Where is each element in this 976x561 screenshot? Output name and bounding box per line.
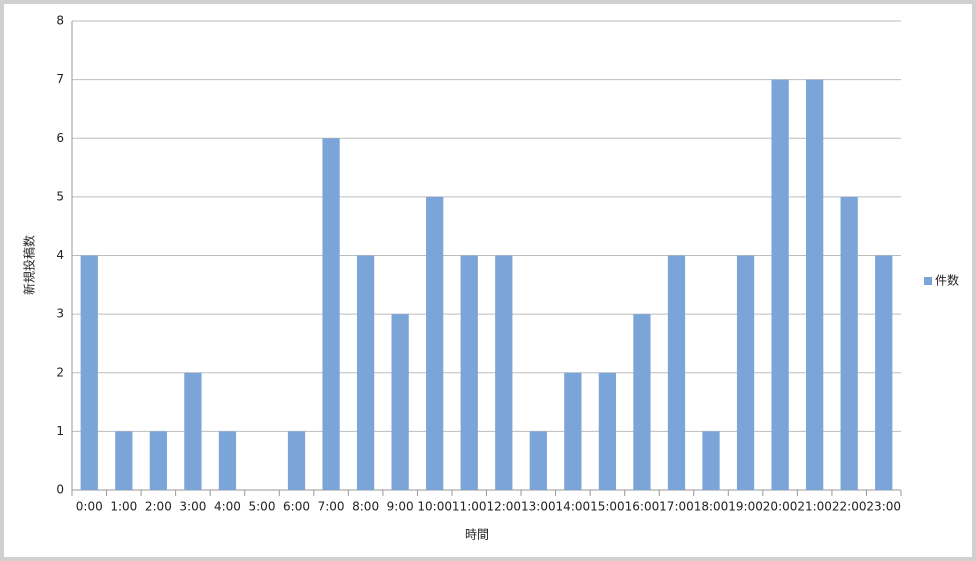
bar xyxy=(875,255,893,490)
bar xyxy=(806,79,824,490)
x-tick-label: 12:00 xyxy=(486,500,521,514)
bar xyxy=(149,431,167,490)
legend-swatch xyxy=(924,277,932,285)
x-tick-label: 3:00 xyxy=(179,500,206,514)
x-tick-label: 1:00 xyxy=(110,500,137,514)
x-tick-label: 13:00 xyxy=(521,500,556,514)
bar xyxy=(391,314,409,490)
x-tick-label: 23:00 xyxy=(866,500,901,514)
y-tick-label: 2 xyxy=(56,365,64,379)
x-tick-label: 4:00 xyxy=(214,500,241,514)
x-tick-label: 19:00 xyxy=(728,500,763,514)
x-tick-label: 10:00 xyxy=(417,500,452,514)
y-tick-label: 7 xyxy=(56,72,64,86)
x-tick-label: 5:00 xyxy=(249,500,276,514)
bar xyxy=(840,196,858,490)
x-tick-label: 2:00 xyxy=(145,500,172,514)
bar xyxy=(184,372,202,490)
bar xyxy=(667,255,686,490)
bar xyxy=(356,255,375,490)
x-tick-label: 22:00 xyxy=(832,500,867,514)
y-tick-label: 0 xyxy=(56,483,64,497)
bar xyxy=(287,431,306,490)
bar xyxy=(460,255,478,490)
legend-label: 件数 xyxy=(935,273,959,288)
bar xyxy=(218,431,237,490)
bar xyxy=(322,138,340,490)
bar xyxy=(736,255,755,490)
x-tick-label: 15:00 xyxy=(590,500,625,514)
y-tick-label: 5 xyxy=(56,189,64,203)
bar xyxy=(115,431,133,490)
x-tick-label: 11:00 xyxy=(452,500,487,514)
x-tick-label: 8:00 xyxy=(352,500,379,514)
x-tick-label: 14:00 xyxy=(556,500,591,514)
bar xyxy=(80,255,98,490)
y-axis-label: 新規投稿数 xyxy=(22,235,37,295)
x-axis-label: 時間 xyxy=(465,528,489,542)
x-tick-label: 6:00 xyxy=(283,500,310,514)
x-tick-label: 9:00 xyxy=(387,500,414,514)
bar xyxy=(633,314,651,490)
bar xyxy=(702,431,720,490)
x-tick-label: 0:00 xyxy=(76,500,103,514)
x-tick-label: 20:00 xyxy=(763,500,798,514)
y-tick-label: 4 xyxy=(56,248,64,262)
bar xyxy=(598,372,617,490)
y-tick-label: 1 xyxy=(56,424,64,438)
x-tick-label: 16:00 xyxy=(625,500,660,514)
bar xyxy=(771,79,789,490)
x-tick-label: 21:00 xyxy=(797,500,832,514)
y-tick-label: 3 xyxy=(56,307,64,321)
x-tick-label: 18:00 xyxy=(694,500,729,514)
bar xyxy=(495,255,513,490)
bar xyxy=(529,431,547,490)
x-tick-label: 7:00 xyxy=(318,500,345,514)
bar xyxy=(426,196,444,490)
x-tick-label: 17:00 xyxy=(659,500,694,514)
bar xyxy=(564,372,582,490)
y-tick-label: 6 xyxy=(56,131,64,145)
y-tick-label: 8 xyxy=(56,14,64,28)
